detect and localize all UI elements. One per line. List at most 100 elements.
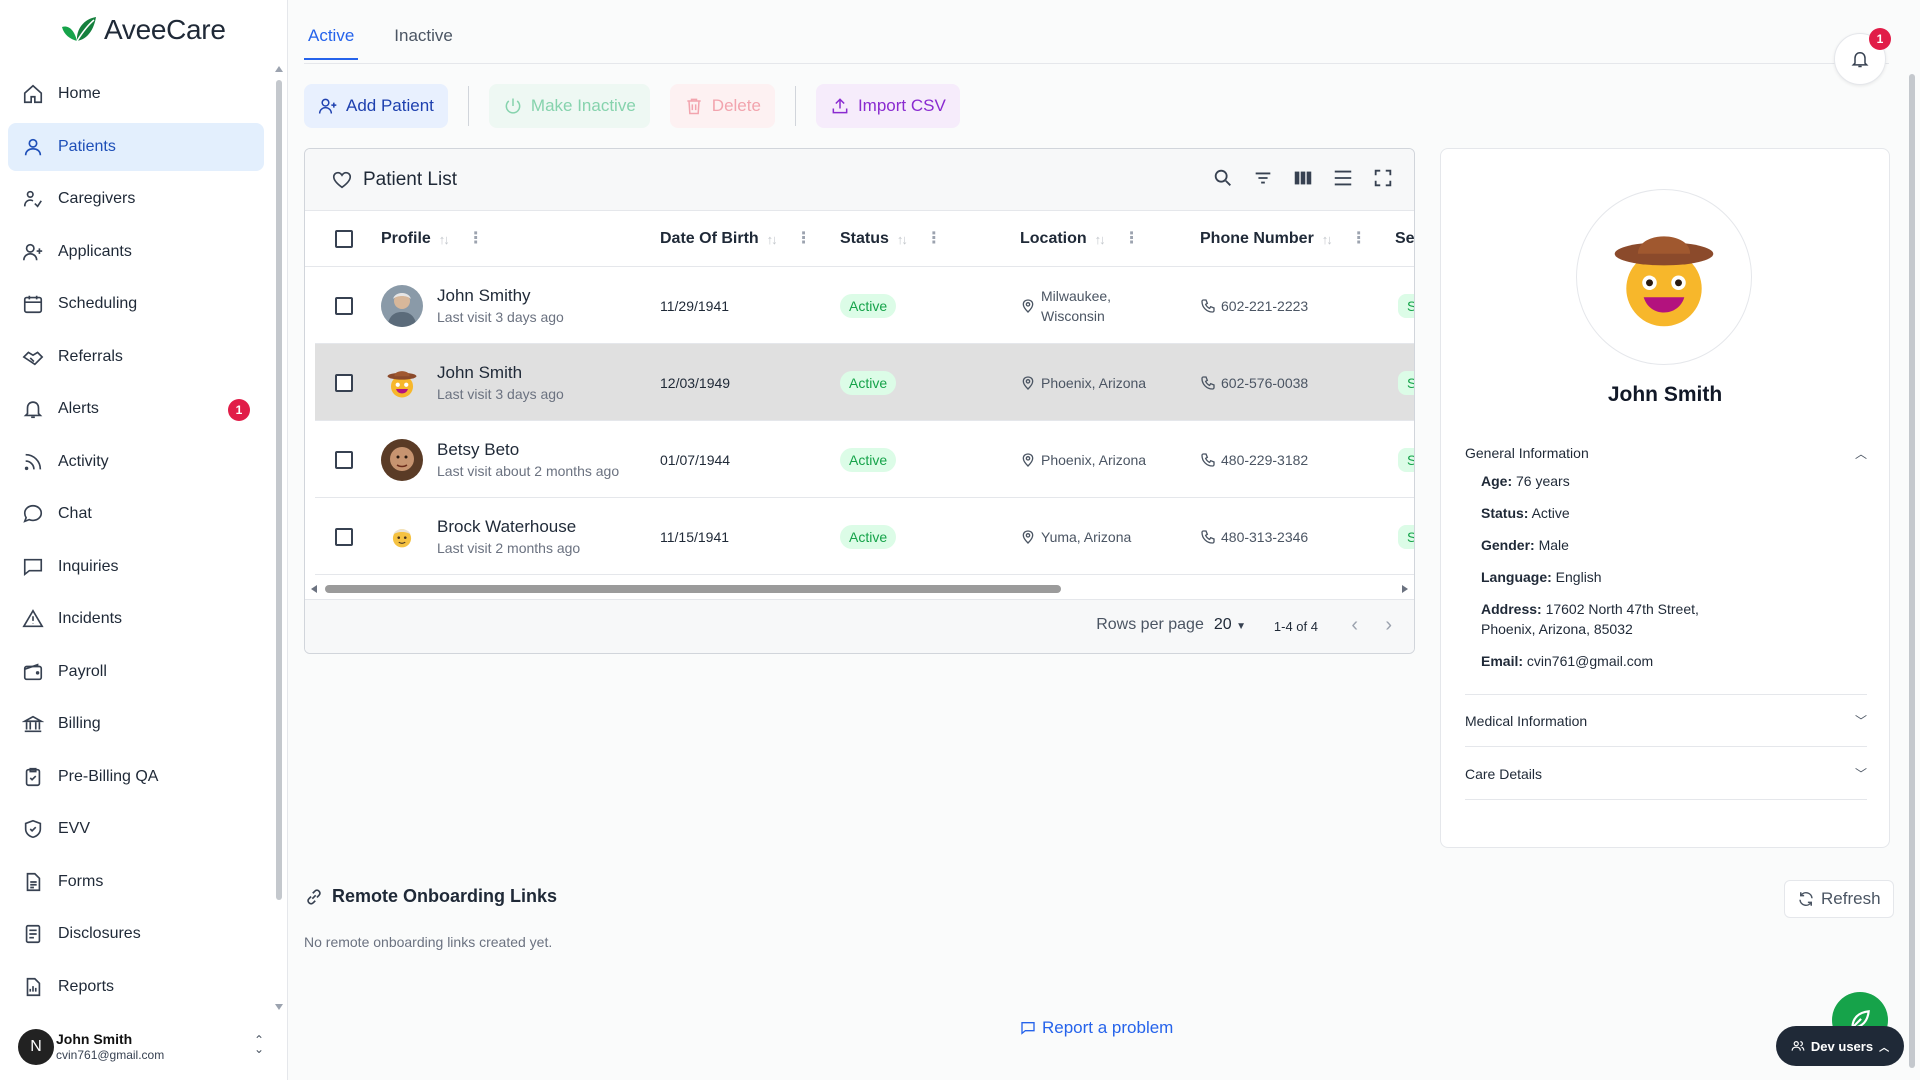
phone-text[interactable]: 480-229-3182 xyxy=(1221,451,1309,468)
user-menu[interactable]: N John Smith cvin761@gmail.com ⌃ ⌄ xyxy=(18,1022,268,1072)
scroll-up-arrow-icon[interactable] xyxy=(275,66,283,72)
sidebar-item-scheduling[interactable]: Scheduling xyxy=(8,280,264,328)
table-row[interactable]: Betsy Beto Last visit about 2 months ago… xyxy=(315,421,1414,498)
column-menu-icon[interactable]: ⋮ xyxy=(1123,230,1140,247)
row-checkbox[interactable] xyxy=(335,450,353,469)
tab-active[interactable]: Active xyxy=(303,20,359,60)
column-menu-icon[interactable]: ⋮ xyxy=(1350,230,1367,247)
status-badge: Active xyxy=(840,293,897,318)
sidebar-item-evv[interactable]: EVV xyxy=(8,805,264,853)
user-email: cvin761@gmail.com xyxy=(56,1048,165,1062)
care-details-accordion[interactable]: Care Details ﹀ xyxy=(1465,748,1867,800)
sort-icon[interactable]: ↑↓ xyxy=(896,231,908,247)
sort-icon[interactable]: ↑↓ xyxy=(1321,231,1333,247)
location-text: Milwaukee, Wisconsin xyxy=(1041,287,1112,324)
sidebar-item-activity[interactable]: Activity xyxy=(8,438,264,486)
import-csv-button[interactable]: Import CSV xyxy=(815,84,960,128)
row-checkbox[interactable] xyxy=(335,527,353,546)
filter-icon[interactable] xyxy=(1252,167,1274,189)
row-checkbox[interactable] xyxy=(335,296,353,315)
rows-per-page-select[interactable]: 20 ▼ xyxy=(1214,616,1246,634)
sidebar-item-inquiries[interactable]: Inquiries xyxy=(8,543,264,591)
fullscreen-icon[interactable] xyxy=(1372,167,1394,189)
scrollbar-thumb[interactable] xyxy=(276,80,282,900)
page-scrollbar[interactable] xyxy=(1906,64,1918,1080)
column-header-location[interactable]: Location ↑↓ ⋮ xyxy=(1020,211,1140,267)
column-header-status[interactable]: Status ↑↓ ⋮ xyxy=(840,211,942,267)
pagination-bar: Rows per page 20 ▼ 1-4 of 4 ‹ › xyxy=(305,599,1414,653)
map-pin-icon xyxy=(1022,298,1034,313)
sidebar-item-incidents[interactable]: Incidents xyxy=(8,595,264,643)
sidebar-item-alerts[interactable]: Alerts 1 xyxy=(8,385,264,433)
search-icon[interactable] xyxy=(1212,167,1234,189)
sort-icon[interactable]: ↑↓ xyxy=(438,231,450,247)
sort-icon[interactable]: ↑↓ xyxy=(766,231,778,247)
app-name: AveeCare xyxy=(104,14,226,45)
column-header-profile[interactable]: Profile ↑↓ ⋮ xyxy=(381,211,484,267)
phone-text[interactable]: 602-576-0038 xyxy=(1221,374,1309,391)
density-icon[interactable] xyxy=(1332,167,1354,189)
sidebar-item-caregivers[interactable]: Caregivers xyxy=(8,175,264,223)
column-header-dob[interactable]: Date Of Birth ↑↓ ⋮ xyxy=(660,211,812,267)
scroll-left-arrow-icon[interactable] xyxy=(311,585,317,593)
scrollbar-thumb[interactable] xyxy=(1909,74,1915,1068)
refresh-button[interactable]: Refresh xyxy=(1784,880,1894,918)
general-information-accordion[interactable]: General Information ︿ xyxy=(1465,427,1867,479)
sidebar: AveeCare Home Patients Caregivers Applic… xyxy=(0,0,288,1080)
sidebar-item-label: Billing xyxy=(58,715,101,732)
column-header-service[interactable]: Se xyxy=(1395,211,1414,267)
select-all-checkbox[interactable] xyxy=(335,230,353,248)
table-horizontal-scrollbar[interactable] xyxy=(305,582,1414,596)
sidebar-item-home[interactable]: Home xyxy=(8,70,264,118)
tab-inactive[interactable]: Inactive xyxy=(394,26,453,45)
dob-cell: 11/29/1941 xyxy=(660,297,730,314)
user-plus-icon xyxy=(23,243,43,260)
sidebar-item-forms[interactable]: Forms xyxy=(8,858,264,906)
sidebar-item-payroll[interactable]: Payroll xyxy=(8,648,264,696)
sidebar-item-pre-billing-qa[interactable]: Pre-Billing QA xyxy=(8,753,264,801)
phone-text[interactable]: 602-221-2223 xyxy=(1221,297,1309,314)
clipboard-check-icon xyxy=(25,767,41,786)
patient-name[interactable]: Betsy Beto xyxy=(437,439,520,459)
scrollbar-thumb[interactable] xyxy=(325,585,1061,593)
column-menu-icon[interactable]: ⋮ xyxy=(925,230,942,247)
dev-users-button[interactable]: Dev users ︿ xyxy=(1776,1026,1904,1066)
columns-icon[interactable] xyxy=(1292,167,1314,189)
row-checkbox[interactable] xyxy=(335,373,353,392)
sidebar-item-label: Incidents xyxy=(58,610,123,627)
scroll-right-arrow-icon[interactable] xyxy=(1402,585,1408,593)
sidebar-item-referrals[interactable]: Referrals xyxy=(8,333,264,381)
phone-text[interactable]: 480-313-2346 xyxy=(1221,528,1309,545)
next-page-icon[interactable]: › xyxy=(1385,614,1392,636)
sidebar-item-chat[interactable]: Chat xyxy=(8,490,264,538)
column-menu-icon[interactable]: ⋮ xyxy=(467,230,484,247)
medical-information-accordion[interactable]: Medical Information ﹀ xyxy=(1465,695,1867,747)
sidebar-item-billing[interactable]: Billing xyxy=(8,700,264,748)
sidebar-scrollbar[interactable] xyxy=(274,66,284,1010)
app-logo[interactable]: AveeCare xyxy=(58,14,226,46)
previous-page-icon[interactable]: ‹ xyxy=(1351,614,1358,636)
sidebar-item-applicants[interactable]: Applicants xyxy=(8,228,264,276)
make-inactive-button[interactable]: Make Inactive xyxy=(488,84,650,128)
sidebar-item-reports[interactable]: Reports xyxy=(8,963,264,1011)
scroll-down-arrow-icon[interactable] xyxy=(275,1004,283,1010)
remote-onboarding-heading: Remote Onboarding Links xyxy=(304,886,557,907)
status-badge: Active xyxy=(840,447,897,472)
table-row[interactable]: Brock Waterhouse Last visit 2 months ago… xyxy=(315,498,1414,575)
table-row[interactable]: John Smith Last visit 3 days ago 12/03/1… xyxy=(315,344,1414,421)
report-problem-link[interactable]: Report a problem xyxy=(1020,1018,1173,1038)
column-menu-icon[interactable]: ⋮ xyxy=(795,230,812,247)
patient-name[interactable]: John Smith xyxy=(437,362,523,382)
sidebar-item-disclosures[interactable]: Disclosures xyxy=(8,910,264,958)
notifications-button[interactable]: 1 xyxy=(1834,28,1891,85)
patient-name[interactable]: John Smithy xyxy=(437,285,531,305)
table-row[interactable]: John Smithy Last visit 3 days ago 11/29/… xyxy=(315,267,1414,344)
add-patient-button[interactable]: Add Patient xyxy=(304,84,448,128)
patient-name[interactable]: Brock Waterhouse xyxy=(437,516,577,536)
sort-icon[interactable]: ↑↓ xyxy=(1094,231,1106,247)
column-header-phone[interactable]: Phone Number ↑↓ ⋮ xyxy=(1200,211,1367,267)
table-header: Profile ↑↓ ⋮ Date Of Birth ↑↓ ⋮ Status ↑↓ ⋮ Lo… xyxy=(305,211,1414,267)
sidebar-item-patients[interactable]: Patients xyxy=(8,122,264,171)
delete-button[interactable]: Delete xyxy=(669,84,775,128)
patient-last-visit: Last visit about 2 months ago xyxy=(437,462,620,479)
